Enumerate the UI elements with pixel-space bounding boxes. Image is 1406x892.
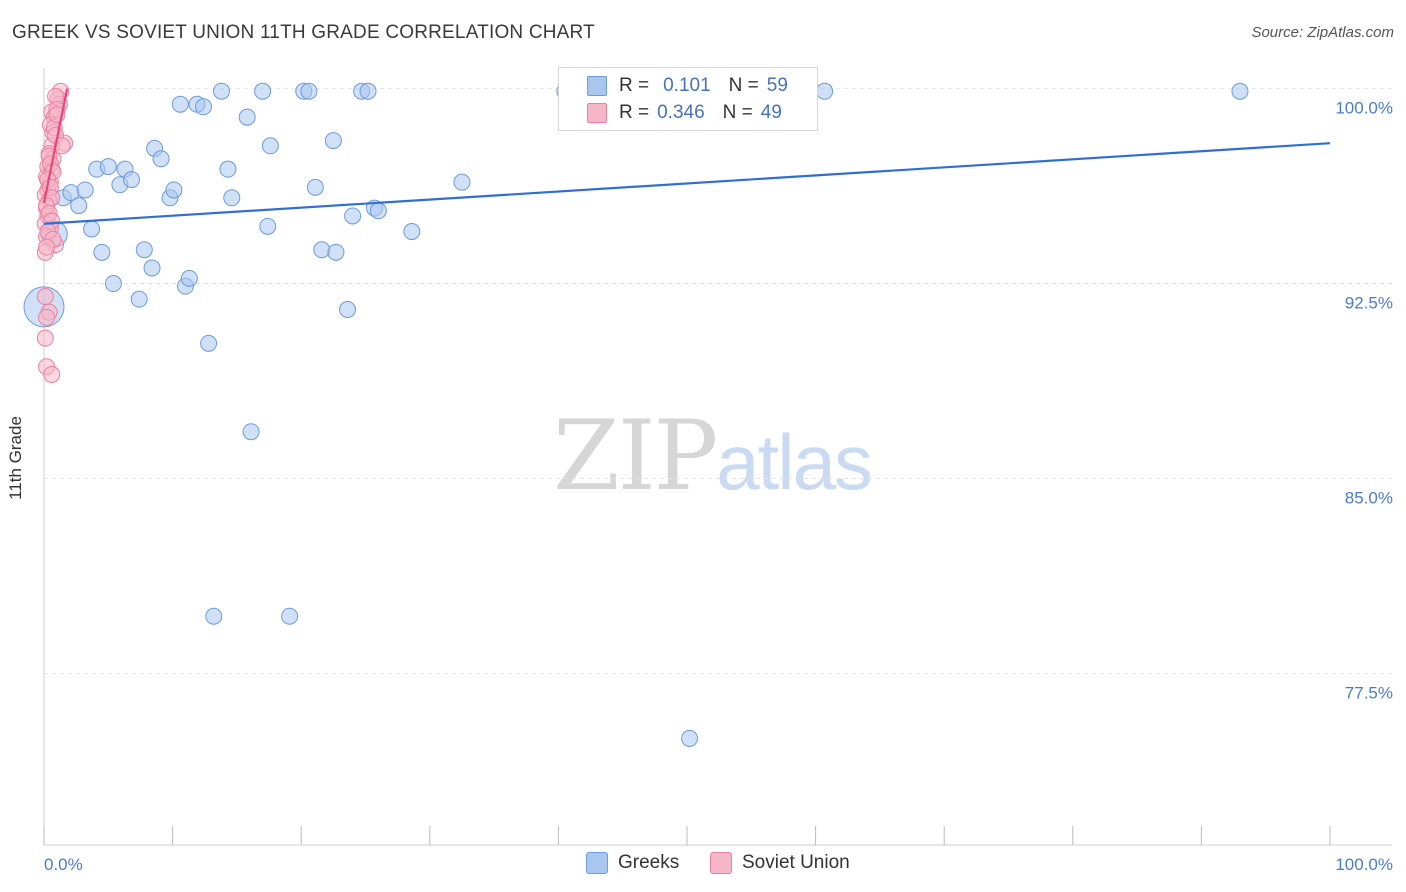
chart-title: GREEK VS SOVIET UNION 11TH GRADE CORRELA… — [12, 22, 595, 43]
greeks-point — [403, 223, 421, 241]
soviet-point — [53, 137, 71, 155]
greeks-point — [152, 150, 170, 168]
greeks-point — [104, 275, 122, 293]
greeks-point — [180, 269, 198, 287]
greeks-legend-label: Greeks — [618, 852, 680, 873]
legend-r-label: R = — [619, 102, 650, 123]
soviet-point — [38, 308, 56, 326]
greeks-point — [324, 132, 342, 150]
greeks-point — [1231, 82, 1249, 100]
greeks-point — [83, 220, 101, 238]
soviet-point — [36, 329, 54, 347]
correlation-legend: R = 0.101 N = 59 R = 0.346 N = 49 — [558, 67, 818, 131]
greeks-point — [281, 607, 299, 625]
greeks-swatch — [587, 76, 607, 96]
greeks-point — [219, 160, 237, 178]
greeks-point — [261, 137, 279, 155]
x-tick-label: 100.0% — [1335, 855, 1393, 874]
legend-n-value: 59 — [766, 75, 788, 96]
legend-item-greeks: Greeks — [586, 852, 679, 874]
greeks-point — [306, 178, 324, 196]
greeks-point — [453, 173, 471, 191]
greeks-point — [171, 95, 189, 113]
legend-r-value: 0.346 — [657, 102, 705, 123]
greeks-point — [200, 334, 218, 352]
greeks-point — [130, 290, 148, 308]
legend-n-value: 49 — [760, 102, 782, 123]
soviet-point — [38, 238, 56, 256]
greeks-point — [359, 82, 377, 100]
greeks-point — [143, 259, 161, 277]
greeks-point — [327, 243, 345, 261]
legend-n-label: N = — [728, 75, 759, 96]
greeks-point — [205, 607, 223, 625]
greeks-point — [70, 197, 88, 215]
source-label: Source: ZipAtlas.com — [1251, 24, 1394, 41]
greeks-point — [238, 108, 256, 126]
legend-r-label: R = — [619, 75, 650, 96]
greeks-point — [313, 241, 331, 259]
greeks-point — [369, 202, 387, 220]
greeks-point — [259, 217, 277, 235]
greeks-legend-swatch — [586, 852, 608, 874]
y-tick-label: 100.0% — [1335, 99, 1393, 118]
soviet-point — [43, 366, 61, 384]
greeks-point — [223, 189, 241, 207]
greeks-point — [816, 82, 834, 100]
y-tick-label: 85.0% — [1345, 488, 1393, 507]
legend-row-soviet: R = 0.346 N = 49 — [559, 100, 782, 126]
legend-row-greeks: R = 0.101 N = 59 — [559, 73, 788, 99]
greeks-point — [242, 423, 260, 441]
soviet-point — [36, 288, 54, 306]
legend-n-label: N = — [722, 102, 753, 123]
greeks-point — [212, 82, 230, 100]
greeks-point — [76, 181, 94, 199]
greeks-point — [300, 82, 318, 100]
greeks-point — [338, 301, 356, 319]
legend-r-value: 0.101 — [663, 75, 711, 96]
legend-item-soviet: Soviet Union — [710, 852, 850, 874]
x-tick-label: 0.0% — [44, 855, 83, 874]
soviet-swatch — [587, 103, 607, 123]
y-tick-label: 77.5% — [1345, 683, 1393, 702]
greeks-point — [254, 82, 272, 100]
greeks-point — [681, 729, 699, 747]
greeks-point — [93, 243, 111, 261]
soviet-legend-label: Soviet Union — [742, 852, 850, 873]
soviet-legend-swatch — [710, 852, 732, 874]
greeks-point — [344, 207, 362, 225]
greeks-point — [99, 158, 117, 176]
greeks-point — [194, 98, 212, 116]
y-tick-label: 92.5% — [1345, 294, 1393, 313]
greeks-point — [122, 171, 140, 189]
greeks-point — [165, 181, 183, 199]
soviet-trendline — [42, 88, 69, 204]
greeks-point — [135, 241, 153, 259]
greeks-trendline — [43, 142, 1331, 225]
